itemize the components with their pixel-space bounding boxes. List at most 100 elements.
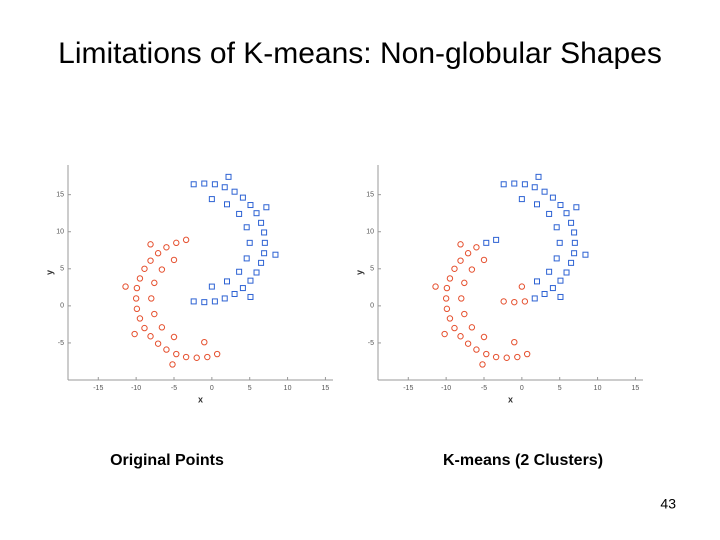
- x-axis-label: x: [198, 394, 203, 404]
- data-point: [461, 310, 468, 318]
- data-point: [236, 210, 243, 217]
- y-tick-label: 0: [60, 303, 64, 310]
- data-point: [208, 196, 215, 203]
- data-point: [261, 250, 268, 257]
- data-point: [531, 184, 538, 191]
- data-point: [534, 278, 540, 285]
- page-number: 43: [660, 496, 676, 512]
- y-tick-label: 15: [366, 191, 374, 198]
- data-point: [263, 204, 270, 211]
- data-point: [122, 283, 129, 290]
- data-point: [148, 295, 155, 302]
- x-tick-label: -5: [171, 385, 177, 392]
- data-point: [432, 283, 439, 290]
- data-point: [480, 256, 488, 264]
- x-tick-label: -10: [441, 385, 451, 392]
- data-point: [531, 295, 538, 302]
- data-point: [563, 210, 570, 217]
- y-tick-label: 10: [56, 229, 64, 236]
- data-point: [511, 338, 518, 346]
- data-point: [521, 298, 529, 305]
- data-point: [446, 315, 454, 322]
- data-point: [141, 324, 148, 332]
- y-tick-label: 15: [56, 191, 64, 198]
- data-point: [473, 244, 480, 251]
- data-point: [211, 181, 218, 188]
- data-point: [173, 350, 180, 358]
- data-point: [253, 269, 260, 276]
- data-point: [573, 204, 580, 211]
- data-point: [190, 298, 197, 305]
- data-point: [549, 194, 556, 201]
- data-point: [479, 361, 486, 368]
- data-point: [158, 266, 166, 273]
- x-tick-label: 0: [520, 385, 524, 392]
- data-point: [231, 188, 238, 195]
- data-point: [483, 239, 490, 246]
- data-point: [169, 361, 176, 368]
- data-point: [246, 239, 253, 246]
- data-point: [141, 265, 148, 272]
- x-tick-label: 0: [210, 385, 214, 392]
- data-point: [154, 250, 162, 257]
- data-point: [182, 353, 190, 361]
- data-point: [546, 268, 553, 275]
- data-point: [534, 201, 540, 208]
- data-point: [201, 338, 208, 346]
- data-point: [231, 291, 238, 297]
- data-point: [493, 236, 500, 243]
- data-point: [193, 354, 200, 361]
- y-tick-label: 5: [370, 266, 374, 273]
- chart-caption: Original Points: [110, 452, 224, 469]
- data-point: [464, 250, 472, 257]
- data-point: [272, 251, 279, 258]
- data-point: [136, 275, 144, 282]
- data-point: [518, 283, 526, 290]
- data-point: [132, 295, 140, 302]
- data-point: [239, 194, 246, 201]
- data-point: [511, 298, 518, 306]
- x-tick-label: 5: [248, 385, 252, 392]
- y-tick-label: -5: [368, 340, 374, 347]
- data-point: [473, 346, 480, 353]
- data-point: [154, 340, 162, 347]
- data-point: [582, 251, 589, 258]
- data-point: [541, 291, 548, 297]
- data-point: [147, 241, 154, 248]
- data-point: [247, 202, 254, 209]
- data-point: [261, 229, 268, 236]
- data-point: [457, 241, 464, 248]
- data-point: [557, 202, 564, 209]
- data-point: [464, 340, 472, 347]
- data-point: [147, 257, 154, 264]
- data-point: [571, 250, 578, 257]
- data-point: [468, 324, 476, 331]
- data-point: [151, 279, 158, 287]
- y-axis-label: y: [44, 270, 54, 275]
- scatter-plot: -15 -10 -5 0 5 10 15 -5 0 5 10 15 x y Original Points: [44, 165, 333, 469]
- data-point: [201, 299, 208, 306]
- data-point: [236, 268, 243, 275]
- data-point: [443, 305, 451, 313]
- data-point: [182, 236, 190, 244]
- data-point: [523, 350, 531, 358]
- data-point: [133, 305, 141, 313]
- data-point: [457, 333, 464, 340]
- data-point: [151, 310, 158, 318]
- data-point: [535, 173, 542, 180]
- data-point: [221, 184, 228, 191]
- y-tick-label: 10: [366, 229, 374, 236]
- data-point: [492, 353, 500, 361]
- data-point: [514, 353, 521, 361]
- data-point: [201, 180, 208, 187]
- data-point: [568, 259, 575, 266]
- data-point: [468, 266, 476, 273]
- data-point: [563, 269, 570, 276]
- data-point: [243, 224, 250, 231]
- data-point: [163, 244, 170, 251]
- data-point: [571, 239, 578, 246]
- data-point: [170, 333, 178, 341]
- x-tick-label: 15: [632, 385, 640, 392]
- slide-title: Limitations of K-means: Non-globular Sha…: [58, 37, 662, 70]
- data-point: [261, 239, 268, 246]
